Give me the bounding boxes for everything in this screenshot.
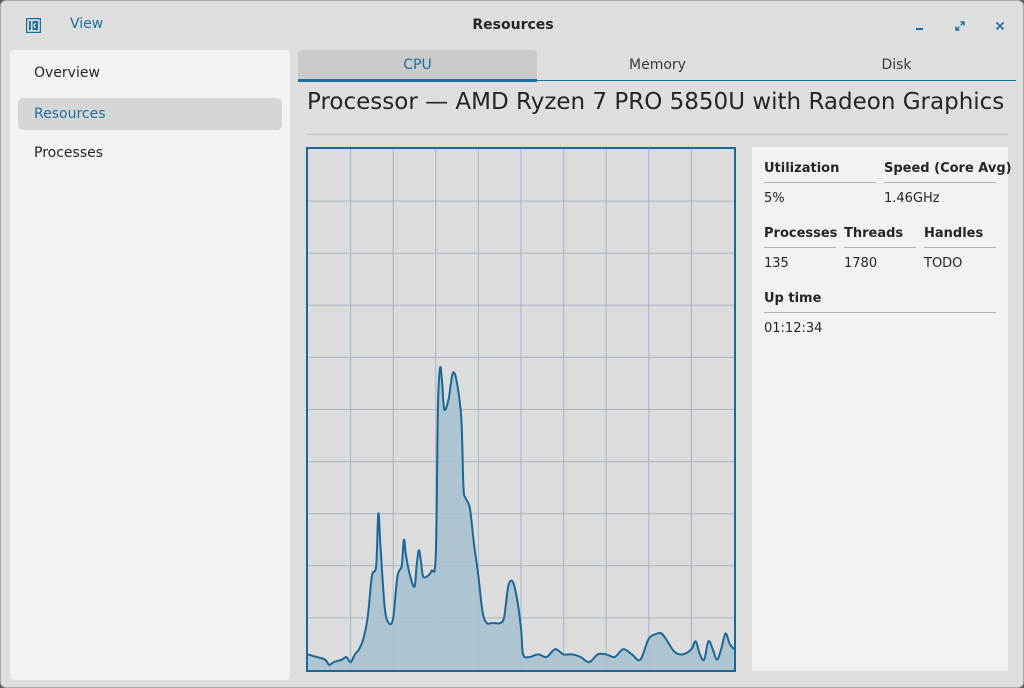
threads-label: Threads: [844, 226, 916, 248]
speed-value: 1.46GHz: [884, 191, 940, 206]
utilization-label: Utilization: [764, 161, 876, 183]
tab-memory[interactable]: Memory: [629, 57, 686, 73]
processes-value: 135: [764, 256, 789, 271]
close-button[interactable]: [990, 16, 1010, 36]
uptime-label: Up time: [764, 291, 996, 313]
speed-label: Speed (Core Avg): [884, 161, 1012, 183]
handles-value: TODO: [924, 256, 963, 271]
processor-heading: Processor — AMD Ryzen 7 PRO 5850U with R…: [307, 89, 1005, 115]
cpu-usage-chart: [308, 149, 734, 670]
app-icon[interactable]: [25, 17, 42, 34]
cpu-usage-line: [308, 365, 734, 666]
tabs-underline: [298, 80, 1016, 81]
sidebar-item-processes[interactable]: Processes: [34, 145, 104, 161]
close-icon: [995, 21, 1005, 31]
tab-cpu[interactable]: CPU: [298, 50, 537, 82]
sidebar-item-resources[interactable]: Resources: [18, 98, 282, 130]
resource-tabs: CPU Memory Disk: [298, 50, 1016, 82]
heading-divider: [307, 134, 1008, 135]
uptime-value: 01:12:34: [764, 321, 823, 336]
cpu-stats-panel: Utilization 5% Speed (Core Avg) 1.46GHz …: [752, 147, 1012, 671]
title-bar: View Resources: [1, 1, 1023, 50]
view-menu[interactable]: View: [70, 16, 104, 32]
window-title: Resources: [472, 17, 554, 33]
maximize-button[interactable]: [950, 16, 970, 36]
sidebar: Overview Resources Processes: [10, 50, 290, 680]
sidebar-item-overview[interactable]: Overview: [34, 65, 100, 81]
processes-label: Processes: [764, 226, 837, 248]
utilization-value: 5%: [764, 191, 785, 206]
maximize-icon: [955, 21, 965, 31]
tab-disk[interactable]: Disk: [881, 57, 912, 73]
minimize-icon: [916, 28, 923, 30]
handles-label: Handles: [924, 226, 996, 248]
cpu-usage-area: [308, 366, 734, 670]
cpu-usage-graph: [306, 147, 736, 672]
threads-value: 1780: [844, 256, 878, 271]
minimize-button[interactable]: [910, 16, 930, 36]
